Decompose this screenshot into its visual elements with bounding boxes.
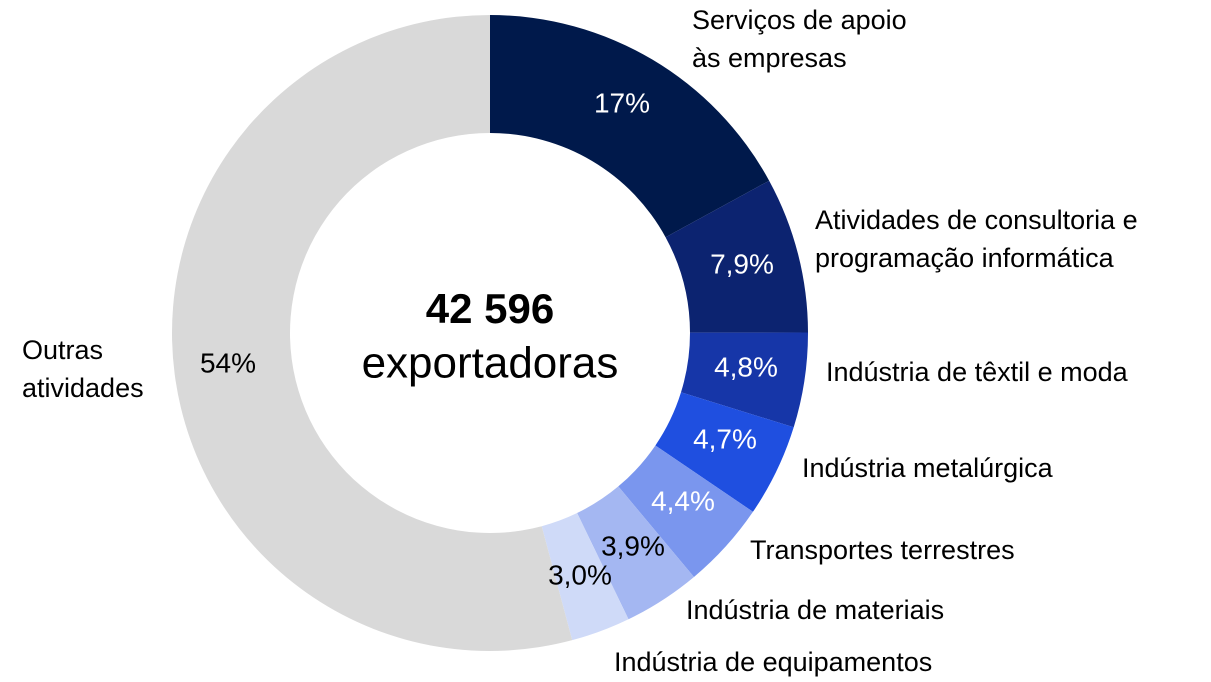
donut-slice [655, 392, 794, 512]
value-label: 4,8% [714, 351, 778, 382]
value-label: 54% [200, 347, 256, 378]
value-label: 3,0% [548, 559, 612, 590]
donut-slice [665, 180, 808, 333]
category-label: Outras atividades [22, 335, 144, 403]
center-subtitle: exportadoras [362, 339, 619, 388]
category-label: Indústria metalúrgica [802, 453, 1054, 483]
category-label: Indústria de equipamentos [614, 647, 932, 677]
donut-slice [681, 332, 808, 428]
value-label: 3,9% [601, 530, 665, 561]
donut-slice [541, 513, 629, 641]
category-label: Indústria de têxtil e moda [826, 357, 1129, 387]
value-label: 4,4% [651, 485, 715, 516]
donut-slice [577, 486, 694, 620]
donut-slice [490, 15, 770, 238]
category-label: Indústria de materiais [686, 595, 944, 625]
category-label: Serviços de apoio às empresas [692, 5, 907, 73]
donut-slice [618, 445, 753, 577]
donut-slice [171, 15, 573, 652]
value-label: 4,7% [693, 423, 757, 454]
category-label: Atividades de consultoria e programação i… [815, 205, 1138, 273]
value-label: 17% [594, 87, 650, 118]
value-label: 7,9% [710, 248, 774, 279]
category-label: Transportes terrestres [750, 535, 1015, 565]
center-title: 42 596 [426, 285, 554, 332]
